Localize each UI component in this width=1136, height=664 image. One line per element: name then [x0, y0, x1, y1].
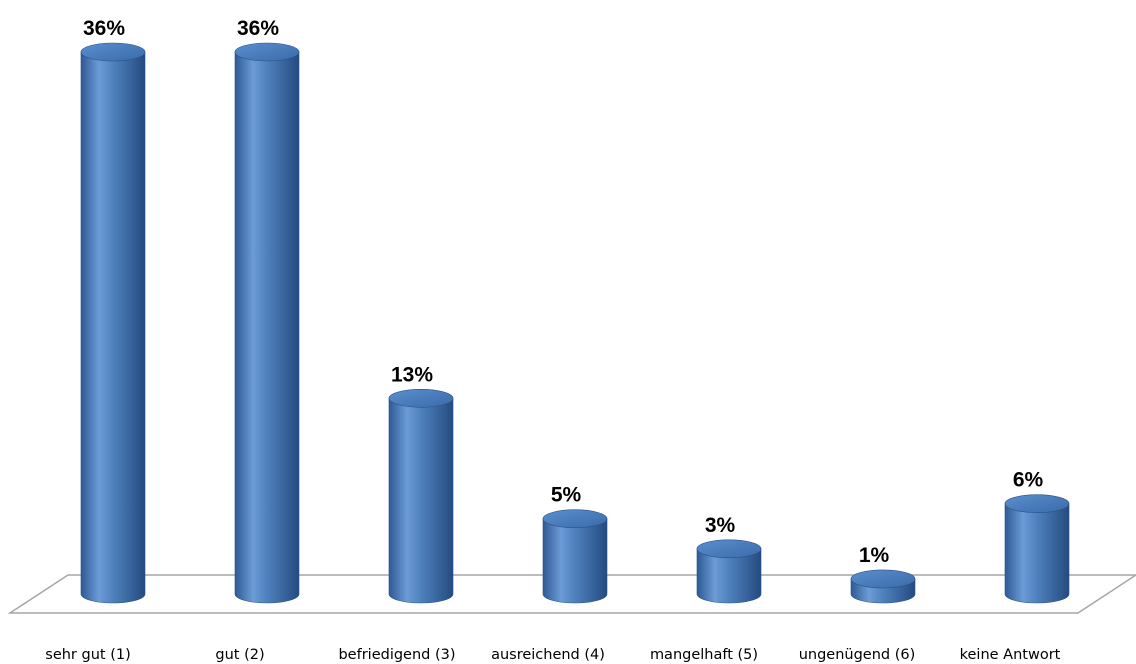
- data-labels-group: 36% 36% 13% 5% 3% 1% 6%: [83, 17, 1044, 567]
- category-label: mangelhaft (5): [650, 647, 758, 663]
- data-label: 6%: [1013, 469, 1044, 492]
- bar-top: [388, 388, 454, 408]
- category-label: ungenügend (6): [799, 647, 916, 663]
- bar-body: [80, 51, 146, 604]
- data-label: 36%: [237, 17, 279, 40]
- bar-5: [696, 539, 762, 604]
- data-label: 5%: [551, 484, 582, 507]
- category-label: keine Antwort: [960, 647, 1061, 663]
- category-labels-group: sehr gut (1) gut (2) befriedigend (3) ausre…: [45, 647, 1060, 663]
- chart-floor: [7, 574, 1136, 614]
- category-label: sehr gut (1): [45, 647, 130, 663]
- bar-body: [542, 518, 608, 604]
- bar-body: [234, 51, 300, 604]
- data-label: 3%: [705, 514, 736, 537]
- bar-body: [696, 548, 762, 604]
- bar-3: [388, 388, 454, 604]
- bar-top: [80, 42, 146, 62]
- data-label: 1%: [859, 544, 890, 567]
- bar-2: [234, 42, 300, 604]
- category-label: gut (2): [215, 647, 264, 663]
- bar-7: [1004, 494, 1070, 604]
- data-label: 13%: [391, 363, 433, 386]
- bar-6: [850, 569, 916, 604]
- bar-top: [542, 509, 608, 529]
- bar-1: [80, 42, 146, 604]
- bar-top: [234, 42, 300, 62]
- category-label: ausreichend (4): [491, 647, 605, 663]
- data-label: 36%: [83, 17, 125, 40]
- bars-group: [80, 42, 1070, 604]
- bar-body: [1004, 503, 1070, 604]
- bar-top: [850, 569, 916, 589]
- bar-4: [542, 509, 608, 604]
- bar-body: [388, 397, 454, 604]
- bar-top: [696, 539, 762, 559]
- bar-top: [1004, 494, 1070, 513]
- category-label: befriedigend (3): [338, 647, 455, 663]
